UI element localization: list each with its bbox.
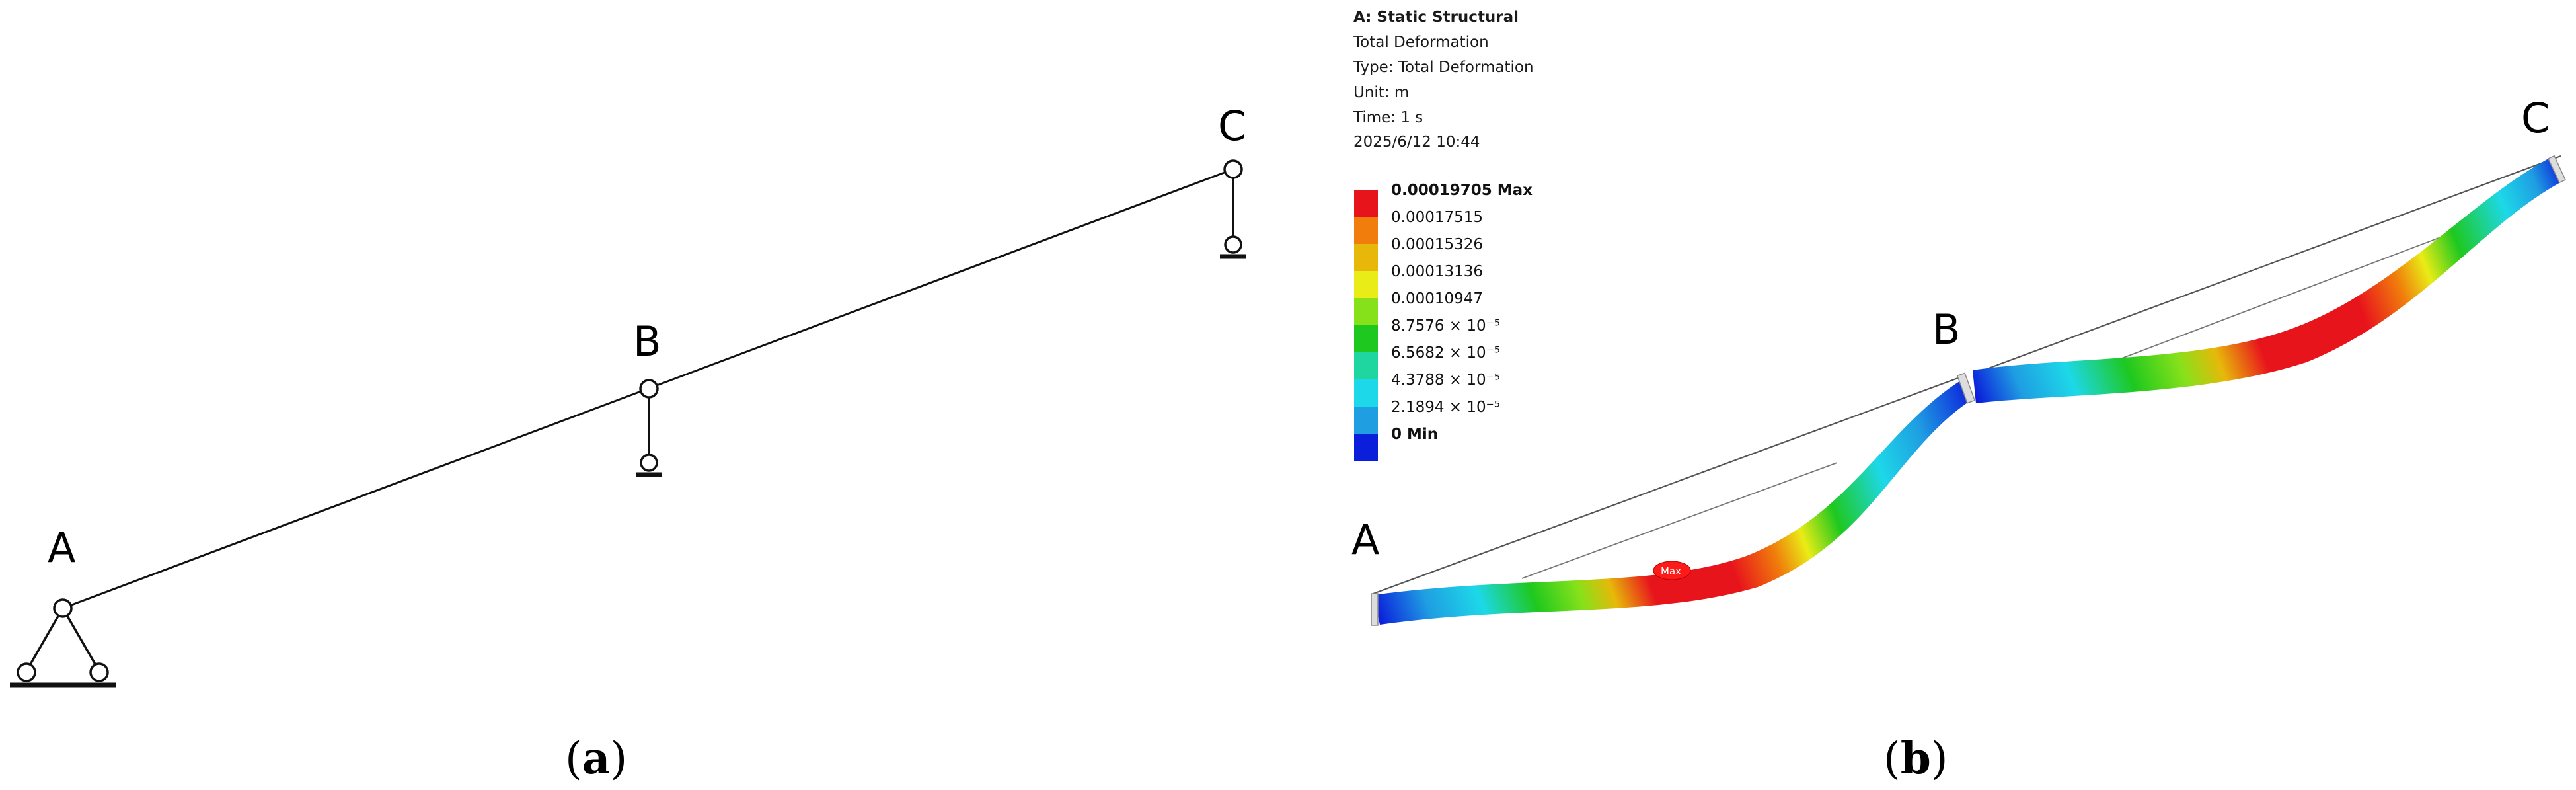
legend-swatch [1354, 352, 1378, 379]
header-line-2: Total Deformation [1353, 34, 1489, 51]
legend-label: 0.00019705 Max [1391, 182, 1533, 199]
legend-swatch [1354, 244, 1378, 271]
legend-label: 6.5682 × 10⁻⁵ [1391, 344, 1500, 362]
result-header: A: Static Structural Total Deformation T… [1353, 9, 1534, 151]
caption-a: (a) [565, 732, 627, 784]
label-b: B [1932, 305, 1961, 354]
node-a [53, 598, 73, 618]
label-a: A [48, 524, 75, 572]
max-marker-label: Max [1661, 565, 1681, 577]
node-b [639, 379, 659, 399]
label-c: C [1218, 102, 1246, 150]
end-cap-c [2548, 155, 2566, 184]
header-line-6: 2025/6/12 10:44 [1353, 134, 1480, 151]
support-b [636, 389, 662, 477]
max-marker: Max [1653, 561, 1691, 580]
legend-swatch [1354, 407, 1378, 434]
panel-a-schematic: A B C (a) [10, 102, 1246, 784]
legend-label: 0.00017515 [1391, 209, 1483, 226]
legend-label: 4.3788 × 10⁻⁵ [1391, 372, 1500, 389]
header-line-4: Unit: m [1353, 84, 1409, 101]
end-cap-a [1371, 593, 1379, 626]
legend-swatch [1354, 271, 1378, 298]
legend-label: 8.7576 × 10⁻⁵ [1391, 317, 1500, 335]
legend-label: 2.1894 × 10⁻⁵ [1391, 399, 1500, 416]
deformed-beam-ab [1373, 380, 1971, 625]
header-line-1: A: Static Structural [1353, 9, 1519, 26]
label-c: C [2521, 94, 2550, 142]
deformed-beam-bc [1973, 157, 2564, 403]
header-line-3: Type: Total Deformation [1353, 59, 1534, 76]
header-line-5: Time: 1 s [1353, 109, 1423, 126]
strut-left [25, 608, 64, 672]
roller [1224, 235, 1242, 254]
legend-swatch [1354, 217, 1378, 244]
legend-swatch [1354, 325, 1378, 352]
label-a: A [1351, 516, 1379, 564]
support-c [1220, 169, 1246, 259]
legend-label: 0.00013136 [1391, 263, 1483, 280]
caption-b: (b) [1883, 732, 1948, 784]
end-cap-b [1956, 372, 1976, 404]
label-b: B [633, 317, 662, 366]
strut-right [61, 608, 100, 672]
roller-right [89, 662, 109, 682]
legend-swatch [1354, 379, 1378, 407]
roller-left [17, 662, 36, 682]
roller [640, 454, 658, 472]
legend-label: 0.00015326 [1391, 236, 1483, 253]
legend-swatch [1354, 298, 1378, 325]
legend-swatch [1354, 434, 1378, 461]
legend-label: 0.00010947 [1391, 290, 1483, 307]
color-legend: 0.00019705 Max 0.00017515 0.00015326 0.0… [1354, 182, 1533, 461]
support-a [10, 608, 116, 688]
legend-swatch [1354, 190, 1378, 217]
undeformed-outline [1373, 155, 2561, 595]
legend-label: 0 Min [1391, 426, 1438, 443]
node-c [1223, 159, 1243, 179]
panel-b-result: A: Static Structural Total Deformation T… [1351, 9, 2566, 784]
